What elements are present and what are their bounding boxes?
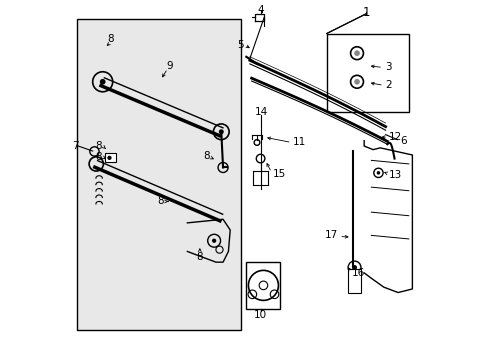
Text: 2: 2 [385,80,391,90]
Circle shape [351,265,356,270]
Bar [246,262,280,309]
Text: 9: 9 [166,61,172,71]
Circle shape [218,129,224,134]
Text: 12: 12 [388,132,402,142]
Text: 6: 6 [399,136,406,146]
Text: 16: 16 [351,268,364,278]
Text: 8: 8 [95,141,102,151]
Text: 10: 10 [253,310,266,320]
Text: 8: 8 [196,252,203,262]
Text: 17: 17 [324,230,337,240]
Circle shape [376,171,380,175]
Bar [77,19,241,330]
Text: 4: 4 [257,5,264,15]
Text: 14: 14 [255,107,268,117]
Text: 13: 13 [388,170,402,180]
Circle shape [107,156,111,160]
Text: 7: 7 [72,141,79,151]
Bar [105,153,116,162]
Text: 11: 11 [292,138,305,148]
Text: 8: 8 [157,197,164,206]
Text: 8: 8 [107,34,114,44]
Circle shape [353,50,359,56]
Text: 1: 1 [362,6,369,19]
Bar [326,33,408,112]
Text: 8: 8 [95,152,102,162]
Circle shape [212,239,216,243]
Text: 5: 5 [236,40,243,50]
Bar [347,269,360,293]
Text: 15: 15 [272,168,285,179]
Circle shape [100,79,105,85]
Circle shape [353,79,359,85]
Text: 3: 3 [385,63,391,72]
Text: 8: 8 [203,151,210,161]
